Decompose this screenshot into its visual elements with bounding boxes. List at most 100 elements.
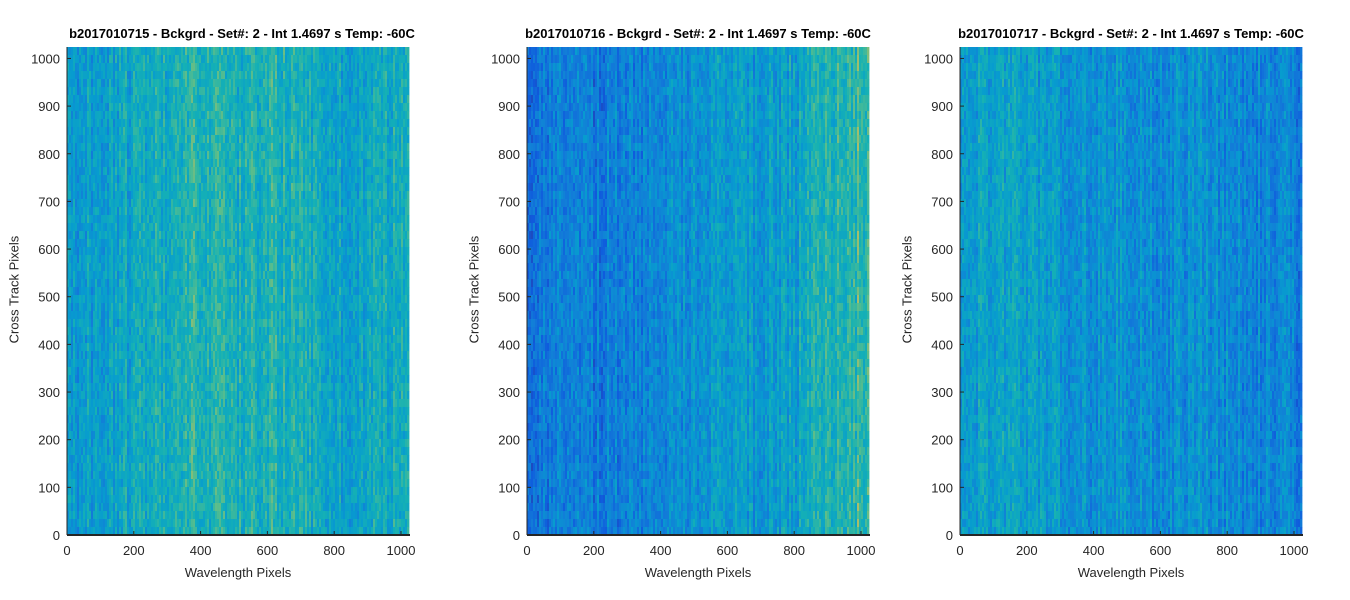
heatmap-cell xyxy=(71,527,74,536)
heatmap-cell xyxy=(91,159,94,168)
heatmap-cell xyxy=(91,391,94,400)
heatmap-cell xyxy=(67,455,70,464)
heatmap-cell xyxy=(99,247,102,256)
heatmap-cell xyxy=(73,159,76,168)
heatmap-cell xyxy=(75,151,78,160)
heatmap-cell xyxy=(73,351,76,360)
heatmap-cell xyxy=(75,127,78,136)
heatmap-cell xyxy=(83,279,86,288)
heatmap-cell xyxy=(79,199,82,208)
heatmap-cell xyxy=(71,455,74,464)
heatmap-cell xyxy=(103,191,106,200)
heatmap-cell xyxy=(91,375,94,384)
heatmap-cell xyxy=(85,319,88,328)
heatmap-cell xyxy=(85,199,88,208)
heatmap-cell xyxy=(69,455,72,464)
heatmap-cell xyxy=(77,175,80,184)
heatmap-cell xyxy=(95,423,98,432)
heatmap-cell xyxy=(101,87,104,96)
heatmap-cell xyxy=(103,343,106,352)
heatmap-cell xyxy=(75,135,78,144)
heatmap-cell xyxy=(105,471,108,480)
heatmap-cell xyxy=(91,327,94,336)
heatmap-cell xyxy=(103,471,106,480)
heatmap-cell xyxy=(109,143,112,152)
heatmap-cell xyxy=(87,175,90,184)
heatmap-cell xyxy=(73,319,76,328)
heatmap-cell xyxy=(87,375,90,384)
heatmap-cell xyxy=(99,63,102,72)
heatmap-cell xyxy=(99,263,102,272)
heatmap-cell xyxy=(107,223,110,232)
heatmap-cell xyxy=(103,479,106,488)
heatmap-cell xyxy=(85,375,88,384)
heatmap-cell xyxy=(89,207,92,216)
heatmap-cell xyxy=(107,335,110,344)
heatmap-cell xyxy=(69,175,72,184)
heatmap-cell xyxy=(89,375,92,384)
heatmap-cell xyxy=(93,511,96,520)
heatmap-cell xyxy=(85,247,88,256)
heatmap-cell xyxy=(83,319,86,328)
heatmap-cell xyxy=(71,431,74,440)
heatmap-cell xyxy=(77,311,80,320)
heatmap-cell xyxy=(101,359,104,368)
heatmap-cell xyxy=(99,351,102,360)
heatmap-cell xyxy=(85,311,88,320)
heatmap-cell xyxy=(107,351,110,360)
heatmap-cell xyxy=(71,399,74,408)
heatmap-cell xyxy=(107,175,110,184)
heatmap-cell xyxy=(79,167,82,176)
heatmap-cell xyxy=(101,231,104,240)
heatmap-cell xyxy=(71,503,74,512)
heatmap-cell xyxy=(85,143,88,152)
heatmap-cell xyxy=(93,215,96,224)
heatmap-cell xyxy=(107,183,110,192)
heatmap-cell xyxy=(87,303,90,312)
heatmap-cell xyxy=(95,303,98,312)
heatmap-cell xyxy=(97,407,100,416)
heatmap-cell xyxy=(83,295,86,304)
heatmap-cell xyxy=(87,399,90,408)
heatmap-cell xyxy=(111,151,114,160)
heatmap-cell xyxy=(77,327,80,336)
heatmap-cell xyxy=(101,311,104,320)
heatmap-cell xyxy=(95,55,98,64)
heatmap-cell xyxy=(91,343,94,352)
heatmap-cell xyxy=(101,119,104,128)
heatmap-cell xyxy=(109,231,112,240)
heatmap-cell xyxy=(77,223,80,232)
heatmap-cell xyxy=(71,463,74,472)
heatmap-cell xyxy=(81,271,84,280)
heatmap-cell xyxy=(71,215,74,224)
heatmap-cell xyxy=(93,423,96,432)
heatmap-cell xyxy=(73,199,76,208)
heatmap-image xyxy=(67,47,410,536)
heatmap-cell xyxy=(85,407,88,416)
heatmap-cell xyxy=(97,159,100,168)
heatmap-cell xyxy=(103,415,106,424)
heatmap-cell xyxy=(81,455,84,464)
heatmap-cell xyxy=(79,95,82,104)
heatmap-cell xyxy=(91,111,94,120)
heatmap-cell xyxy=(85,135,88,144)
heatmap-cell xyxy=(73,223,76,232)
heatmap-cell xyxy=(81,343,84,352)
heatmap-cell xyxy=(87,439,90,448)
heatmap-cell xyxy=(73,455,76,464)
heatmap-cell xyxy=(79,415,82,424)
heatmap-cell xyxy=(71,303,74,312)
heatmap-cell xyxy=(107,343,110,352)
heatmap-cell xyxy=(83,327,86,336)
heatmap-cell xyxy=(79,103,82,112)
heatmap-cell xyxy=(91,79,94,88)
heatmap-cell xyxy=(103,239,106,248)
heatmap-cell xyxy=(77,375,80,384)
heatmap-cell xyxy=(107,519,110,528)
heatmap-cell xyxy=(103,311,106,320)
heatmap-cell xyxy=(79,111,82,120)
heatmap-cell xyxy=(91,295,94,304)
heatmap-cell xyxy=(81,167,84,176)
heatmap-cell xyxy=(89,367,92,376)
heatmap-cell xyxy=(77,439,80,448)
